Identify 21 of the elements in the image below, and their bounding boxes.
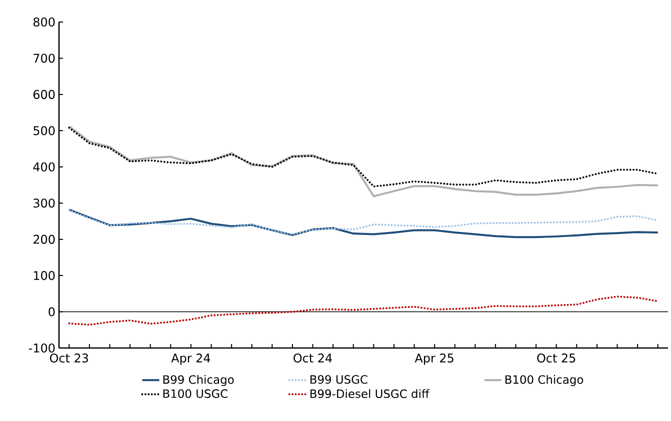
legend-label: B100 Chicago xyxy=(505,375,584,386)
legend-label: B99 Chicago xyxy=(163,375,234,386)
y-tick-label: 600 xyxy=(33,90,55,99)
x-tick-label: Apr 25 xyxy=(414,354,454,365)
y-tick-label: -100 xyxy=(28,343,55,353)
y-tick-label: 300 xyxy=(34,198,55,208)
line-series xyxy=(68,126,659,188)
y-tick-label: 400 xyxy=(33,162,55,172)
legend-label: B99 USGC xyxy=(310,375,368,384)
x-tick-label: Oct 23 xyxy=(50,354,88,363)
legend-label: B100 USGC xyxy=(163,389,228,398)
y-tick-label: 200 xyxy=(34,234,55,244)
y-tick-label: 800 xyxy=(33,17,55,27)
y-tick-label: 700 xyxy=(34,54,55,63)
x-tick-label: Oct 25 xyxy=(537,354,576,363)
y-tick-label: 100 xyxy=(34,271,55,280)
y-tick-label: 500 xyxy=(34,126,55,136)
legend-label: B99-Diesel USGC diff xyxy=(310,389,430,398)
x-tick-label: Apr 24 xyxy=(171,354,210,365)
x-tick-label: Oct 24 xyxy=(294,354,332,363)
y-tick-label: 0 xyxy=(48,307,55,316)
